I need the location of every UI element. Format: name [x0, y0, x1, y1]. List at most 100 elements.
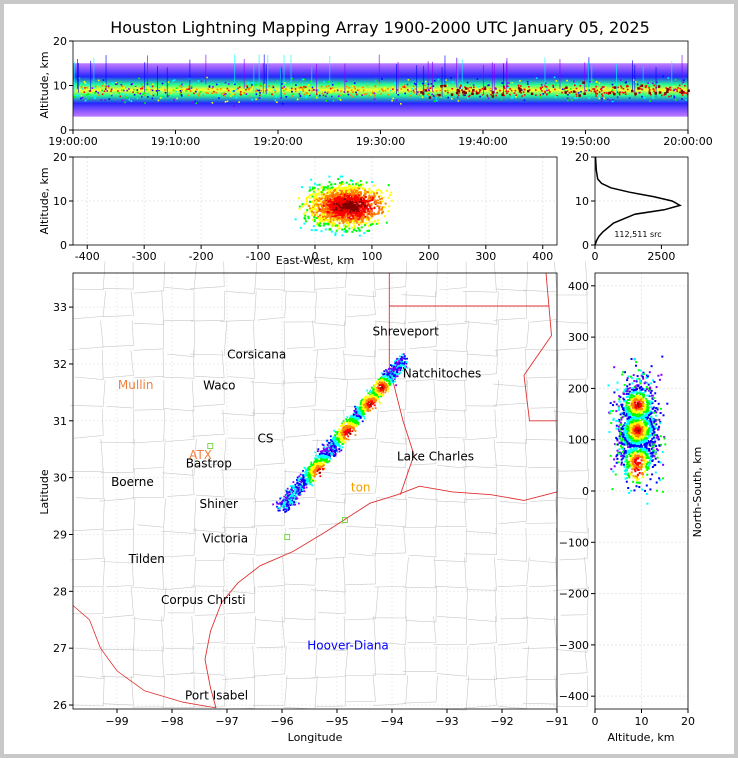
source-point	[674, 88, 676, 90]
source-point	[362, 197, 365, 200]
source-point	[328, 208, 330, 211]
source-point	[299, 226, 302, 229]
source-point	[624, 91, 627, 93]
source-point	[377, 378, 380, 381]
source-point	[374, 94, 376, 96]
source-point	[310, 471, 313, 474]
place-label: Victoria	[203, 531, 249, 545]
source-point	[378, 208, 381, 211]
source-point	[678, 84, 681, 87]
county-line	[196, 468, 225, 498]
source-point	[194, 100, 197, 103]
source-point	[457, 94, 460, 97]
source-point	[363, 194, 366, 197]
source-point	[327, 91, 329, 93]
xtick-label: -100	[246, 250, 271, 263]
source-point	[333, 213, 336, 216]
source-point	[330, 440, 333, 442]
source-point	[364, 408, 367, 411]
source-point	[386, 386, 389, 389]
source-point	[340, 197, 343, 200]
county-line	[341, 468, 379, 495]
source-point	[321, 197, 323, 200]
source-point	[144, 94, 146, 97]
county-line	[343, 438, 378, 473]
source-point	[379, 389, 382, 392]
source-point	[302, 480, 305, 483]
source-point	[326, 191, 329, 194]
source-point	[321, 452, 323, 455]
county-line	[374, 498, 407, 528]
source-point	[404, 86, 407, 89]
source-point	[319, 224, 322, 227]
source-point	[388, 374, 390, 377]
source-point	[406, 83, 409, 86]
source-point	[321, 218, 323, 220]
source-point	[367, 396, 370, 399]
source-point	[301, 205, 304, 208]
source-point	[334, 218, 337, 221]
source-point	[321, 210, 323, 213]
source-point	[398, 367, 401, 369]
source-point	[348, 189, 351, 192]
source-point	[363, 400, 366, 402]
source-point	[423, 84, 426, 87]
source-point	[373, 207, 376, 210]
source-streak	[396, 64, 397, 94]
source-point	[356, 421, 359, 424]
source-point	[650, 442, 653, 445]
source-point	[234, 93, 236, 96]
source-point	[319, 460, 322, 462]
source-point	[180, 94, 183, 96]
source-point	[352, 91, 354, 93]
source-point	[346, 427, 349, 429]
source-point	[275, 96, 278, 98]
county-line	[285, 409, 316, 438]
source-point	[343, 433, 346, 436]
source-streak	[73, 62, 75, 92]
source-point	[272, 86, 275, 89]
source-point	[88, 84, 91, 86]
source-point	[400, 88, 402, 90]
source-point	[390, 364, 392, 366]
county-line	[284, 291, 317, 323]
source-point	[322, 215, 324, 218]
source-core	[564, 91, 567, 94]
source-point	[142, 85, 144, 88]
east-west-xlabel: East-West, km	[276, 254, 354, 267]
source-point	[295, 492, 298, 494]
source-point	[347, 193, 350, 195]
source-point	[336, 214, 339, 217]
source-point	[303, 479, 306, 482]
source-point	[333, 201, 335, 204]
source-point	[372, 91, 374, 94]
source-point	[140, 87, 142, 90]
county-line	[406, 379, 437, 413]
source-point	[294, 493, 297, 496]
source-point	[322, 447, 325, 450]
source-point	[329, 451, 331, 454]
source-point	[207, 88, 210, 91]
source-point	[375, 222, 378, 225]
source-point	[333, 90, 336, 92]
county-line	[220, 438, 255, 471]
source-point	[359, 215, 362, 218]
source-point	[369, 217, 372, 220]
source-point	[391, 365, 393, 367]
source-point	[367, 200, 369, 203]
source-point	[430, 83, 433, 85]
source-streak	[90, 60, 92, 91]
source-point	[322, 451, 324, 453]
source-point	[336, 205, 338, 208]
source-streak	[243, 59, 245, 89]
source-point	[360, 212, 363, 214]
source-point	[344, 186, 347, 189]
county-line	[498, 675, 528, 710]
source-point	[317, 207, 320, 210]
source-point	[78, 83, 80, 86]
source-point	[341, 192, 344, 194]
source-core	[517, 87, 521, 90]
source-point	[369, 404, 371, 406]
source-point	[316, 90, 319, 93]
source-point	[520, 85, 522, 87]
